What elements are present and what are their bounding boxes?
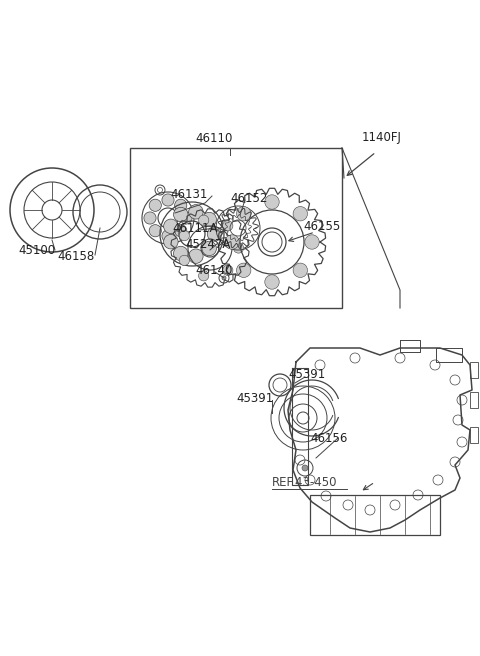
Circle shape <box>207 227 222 241</box>
Text: 45391: 45391 <box>288 369 325 382</box>
Circle shape <box>199 215 209 226</box>
Text: 46152: 46152 <box>230 192 267 205</box>
Circle shape <box>265 275 279 289</box>
Circle shape <box>233 243 244 253</box>
Text: 46140: 46140 <box>195 264 232 276</box>
Circle shape <box>222 276 226 280</box>
Text: 45247A: 45247A <box>185 239 230 251</box>
Circle shape <box>149 199 161 211</box>
Text: REF.43-450: REF.43-450 <box>272 476 337 489</box>
Bar <box>310 495 440 535</box>
Circle shape <box>179 230 190 241</box>
Circle shape <box>305 235 319 249</box>
Circle shape <box>162 230 174 242</box>
Circle shape <box>293 263 308 277</box>
Bar <box>470 392 478 408</box>
Circle shape <box>149 224 161 237</box>
Circle shape <box>265 195 279 209</box>
Text: 46131: 46131 <box>170 188 207 201</box>
Circle shape <box>174 207 188 222</box>
Text: 46156: 46156 <box>310 432 348 445</box>
Circle shape <box>164 219 178 234</box>
Circle shape <box>223 265 233 276</box>
Circle shape <box>302 465 308 471</box>
Bar <box>470 362 478 378</box>
Circle shape <box>175 224 187 237</box>
Circle shape <box>164 234 178 249</box>
Text: 45100: 45100 <box>18 243 55 256</box>
Text: 46110: 46110 <box>195 131 232 144</box>
Text: 46158: 46158 <box>57 249 94 262</box>
Circle shape <box>174 246 188 260</box>
Text: 46111A: 46111A <box>172 222 217 234</box>
Circle shape <box>175 199 187 211</box>
Circle shape <box>180 212 192 224</box>
Text: 45391: 45391 <box>236 392 273 405</box>
Bar <box>470 427 478 443</box>
Circle shape <box>202 241 216 256</box>
Circle shape <box>144 212 156 224</box>
Circle shape <box>293 207 308 221</box>
Circle shape <box>202 213 216 227</box>
Circle shape <box>179 255 190 266</box>
Circle shape <box>225 235 239 249</box>
Circle shape <box>189 205 203 219</box>
Text: 1140FJ: 1140FJ <box>362 131 402 144</box>
Circle shape <box>223 220 233 231</box>
Circle shape <box>237 207 251 221</box>
Circle shape <box>189 249 203 263</box>
Circle shape <box>162 194 174 206</box>
Circle shape <box>199 271 209 281</box>
Circle shape <box>237 263 251 277</box>
Bar <box>130 148 342 308</box>
Text: 46155: 46155 <box>303 220 340 234</box>
